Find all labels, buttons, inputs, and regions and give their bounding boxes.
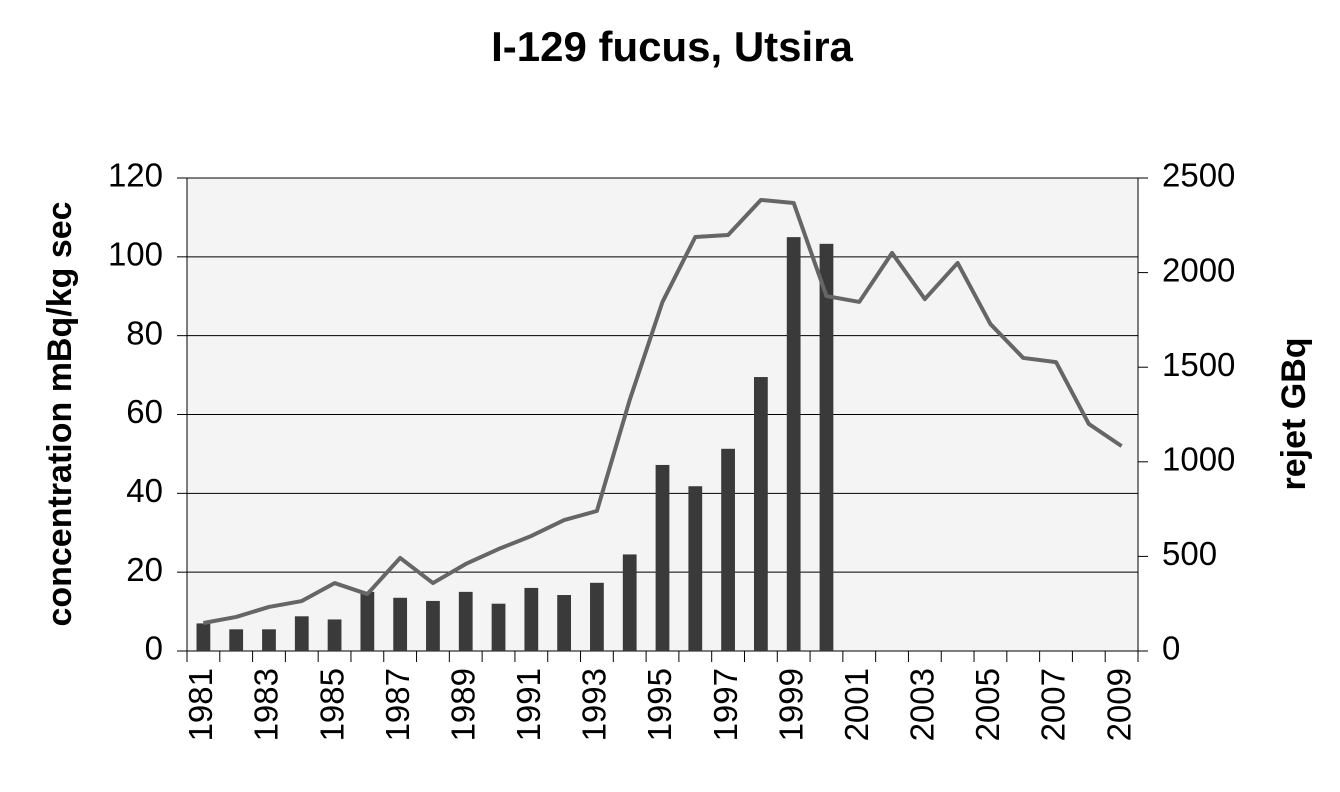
bar bbox=[393, 597, 408, 651]
y-tick-label: 80 bbox=[126, 314, 163, 351]
y2-tick-label: 1000 bbox=[1162, 441, 1235, 478]
y2-axis-title: rejet GBq bbox=[1275, 337, 1313, 490]
x-tick-label: 2005 bbox=[969, 668, 1006, 741]
bar bbox=[426, 600, 440, 651]
bar bbox=[590, 582, 604, 651]
chart-title: I-129 fucus, Utsira bbox=[491, 23, 853, 70]
y2-tick-label: 2500 bbox=[1162, 157, 1235, 194]
y-tick-label: 120 bbox=[108, 157, 163, 194]
y-tick-label: 60 bbox=[126, 393, 163, 430]
y2-tick-label: 1500 bbox=[1162, 346, 1235, 383]
y2-tick-label: 0 bbox=[1162, 630, 1180, 667]
bar bbox=[229, 629, 244, 651]
bar bbox=[262, 629, 276, 651]
line bbox=[203, 197, 1123, 625]
bar bbox=[294, 616, 309, 651]
x-tick-label: 1983 bbox=[248, 668, 285, 741]
y-tick-label: 40 bbox=[126, 472, 163, 509]
x-tick-label: 2007 bbox=[1035, 668, 1072, 741]
bar bbox=[622, 554, 637, 651]
x-tick-label: 2003 bbox=[904, 668, 941, 741]
x-tick-label: 1999 bbox=[772, 668, 809, 741]
y-axis-title: concentration mBq/kg sec bbox=[41, 201, 79, 626]
x-tick-label: 2009 bbox=[1100, 668, 1137, 741]
x-tick-label: 1991 bbox=[510, 668, 547, 741]
bar bbox=[491, 603, 506, 651]
x-tick-label: 1995 bbox=[641, 668, 678, 741]
y2-tick-label: 2000 bbox=[1162, 251, 1235, 288]
bar bbox=[458, 591, 473, 651]
x-tick-label: 1997 bbox=[707, 668, 744, 741]
x-tick-label: 1987 bbox=[379, 668, 416, 741]
x-tick-label: 1993 bbox=[576, 668, 613, 741]
x-tick-label: 1981 bbox=[182, 668, 219, 741]
bar bbox=[196, 623, 211, 651]
x-tick-label: 2001 bbox=[838, 668, 875, 741]
bar bbox=[655, 464, 670, 651]
y-tick-label: 100 bbox=[108, 236, 163, 273]
bar bbox=[524, 587, 539, 651]
bar bbox=[753, 377, 768, 651]
bar bbox=[557, 595, 572, 651]
y2-tick-label: 500 bbox=[1162, 535, 1217, 572]
y-tick-label: 0 bbox=[145, 630, 163, 667]
x-tick-label: 1985 bbox=[313, 668, 350, 741]
bar bbox=[688, 486, 703, 651]
bar bbox=[786, 237, 801, 651]
bar bbox=[327, 619, 342, 651]
bar bbox=[360, 591, 375, 651]
x-tick-label: 1989 bbox=[444, 668, 481, 741]
y-tick-label: 20 bbox=[126, 551, 163, 588]
bar bbox=[721, 448, 735, 651]
bar bbox=[819, 243, 834, 651]
